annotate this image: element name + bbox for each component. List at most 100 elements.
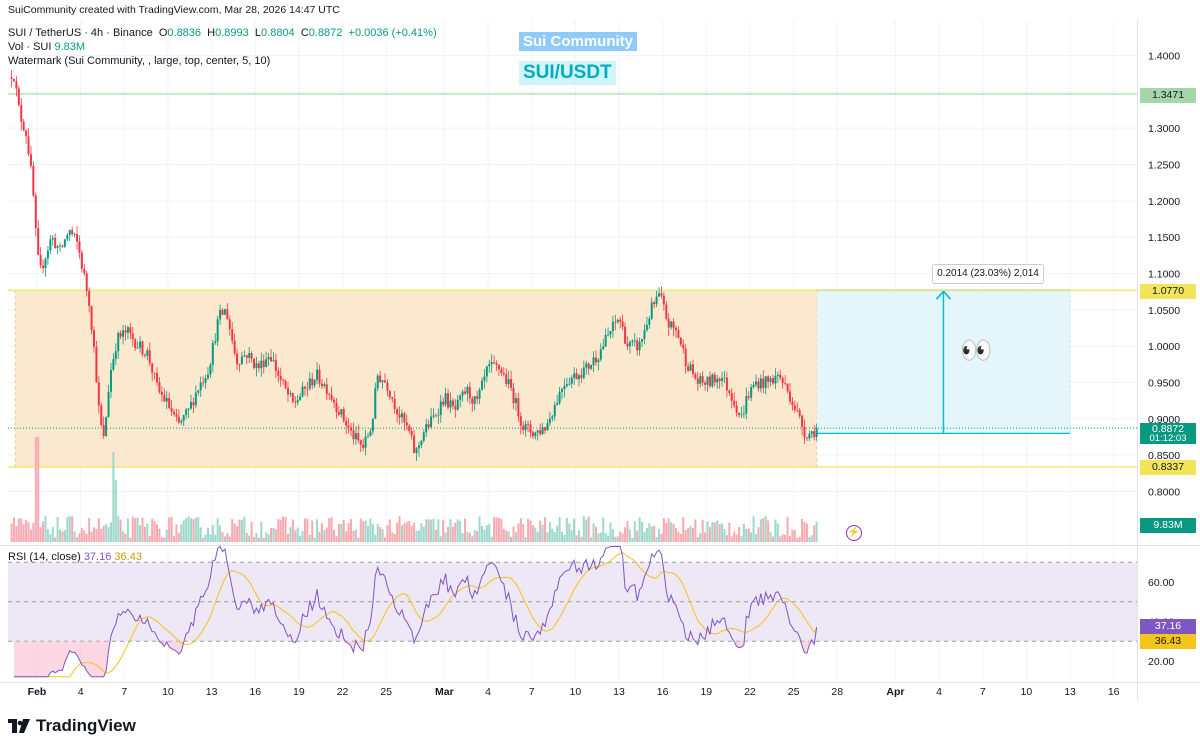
candle: [32, 165, 35, 196]
volume-bar: [490, 536, 493, 542]
watermark-legend[interactable]: Watermark (Sui Community, , large, top, …: [8, 55, 271, 67]
candle: [85, 273, 88, 292]
candle: [522, 425, 525, 431]
candle: [20, 104, 23, 122]
candle: [582, 367, 585, 378]
volume-bar: [100, 528, 103, 542]
volume-bar: [189, 518, 192, 542]
volume-bar: [602, 517, 605, 542]
candle: [556, 403, 559, 405]
candle: [257, 363, 260, 369]
volume-bar: [459, 520, 462, 542]
volume-bar: [539, 520, 542, 542]
candle: [243, 355, 246, 357]
candle: [529, 424, 532, 433]
volume-bar: [209, 534, 212, 542]
candle: [650, 302, 653, 319]
candle: [417, 445, 420, 449]
lightning-icon[interactable]: ⚡: [846, 525, 862, 541]
candle: [643, 330, 646, 340]
volume-bar: [15, 525, 18, 542]
volume-bar: [139, 525, 142, 542]
volume-bar: [609, 522, 612, 542]
candle: [679, 337, 682, 345]
candle: [206, 374, 209, 379]
volume-bar: [544, 517, 547, 542]
volume-bar: [682, 517, 685, 542]
candle: [42, 265, 45, 269]
volume-bar: [59, 529, 62, 542]
volume-bar: [342, 520, 345, 542]
volume-bar: [738, 527, 741, 542]
volume-bar: [590, 537, 593, 542]
volume-bar: [599, 532, 602, 542]
candle: [674, 327, 677, 331]
candle: [364, 436, 367, 448]
volume-bar: [444, 532, 447, 542]
symbol-label[interactable]: SUI / TetherUS · 4h · Binance: [8, 27, 153, 39]
candle: [117, 332, 120, 352]
volume-bar: [243, 516, 246, 542]
price-tick-label: 0.9500: [1148, 378, 1180, 390]
candle: [422, 432, 425, 441]
volume-bar: [500, 519, 503, 542]
time-tick-label: 7: [980, 686, 986, 698]
time-tick-label: 13: [1064, 686, 1076, 698]
volume-bar: [735, 534, 738, 542]
candle: [573, 373, 576, 378]
volume-bar: [311, 520, 314, 542]
candle: [641, 339, 644, 342]
time-tick-label: 16: [657, 686, 669, 698]
volume-bar: [573, 518, 576, 542]
rsi-legend[interactable]: RSI (14, close) 37.16 36.43: [8, 551, 142, 563]
volume-bar: [119, 519, 122, 542]
candle: [730, 393, 733, 401]
volume-bar: [396, 522, 399, 542]
volume-bar: [369, 518, 372, 542]
candle: [274, 360, 277, 371]
volume-bar: [371, 524, 374, 542]
volume-bar: [718, 524, 721, 542]
volume-bar: [672, 523, 675, 542]
candle: [793, 405, 796, 410]
volume-bar: [10, 523, 13, 542]
candle: [352, 430, 355, 440]
volume-bar: [674, 527, 677, 542]
candle: [393, 398, 396, 410]
candle: [301, 386, 304, 397]
watermark-title: Sui Community: [519, 32, 638, 51]
volume-bar: [109, 522, 112, 542]
volume-bar: [388, 519, 391, 542]
candle: [313, 380, 316, 386]
candle: [708, 376, 711, 387]
candle: [39, 254, 42, 266]
volume-bar: [563, 534, 566, 542]
candle: [403, 413, 406, 423]
candle: [134, 339, 137, 349]
volume-bar: [708, 527, 711, 542]
volume-bar: [316, 519, 319, 542]
candle: [723, 377, 726, 379]
volume-bar: [158, 528, 161, 542]
candle: [502, 373, 505, 375]
candle: [291, 393, 294, 402]
volume-legend[interactable]: Vol · SUI 9.83M: [8, 41, 86, 53]
candle: [388, 390, 391, 398]
candle: [284, 380, 287, 388]
volume-bar: [759, 519, 762, 542]
volume-bar: [420, 523, 423, 542]
volume-bar: [767, 520, 770, 542]
rsi-ma-line: [13, 552, 818, 678]
candle: [192, 402, 195, 406]
volume-bar: [483, 529, 486, 542]
volume-bar: [580, 536, 583, 542]
volume-bar: [323, 529, 326, 542]
volume-bar: [228, 536, 231, 542]
volume-bar: [621, 533, 624, 542]
volume-bar: [626, 521, 629, 542]
price-tick-label: 1.4000: [1148, 51, 1180, 63]
candle: [580, 375, 583, 378]
volume-bar: [561, 531, 564, 542]
candle: [17, 88, 20, 105]
